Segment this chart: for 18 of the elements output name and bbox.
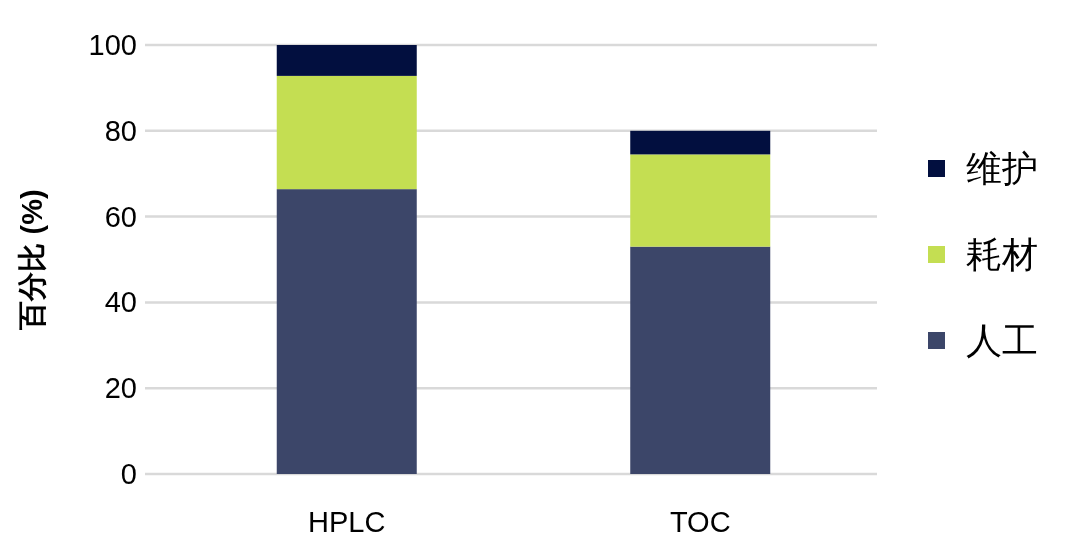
legend-label: 耗材: [966, 234, 1038, 275]
y-tick-label: 60: [104, 200, 137, 233]
y-tick-label: 100: [88, 29, 137, 61]
bar: [276, 45, 417, 76]
y-tick-label: 0: [120, 458, 137, 490]
bar: [630, 246, 771, 474]
y-tick-label: 40: [104, 286, 137, 319]
y-axis-title: 百分比 (%): [16, 189, 48, 331]
legend-label: 人工: [966, 320, 1038, 361]
legend-label: 维护: [966, 148, 1038, 189]
bar: [276, 189, 417, 474]
y-tick-label: 20: [104, 372, 137, 405]
x-tick-label: TOC: [669, 506, 731, 538]
bar: [276, 75, 417, 190]
bar: [630, 154, 771, 247]
bar: [630, 130, 771, 155]
y-tick-label: 80: [104, 114, 137, 147]
x-tick-label: HPLC: [308, 506, 386, 538]
